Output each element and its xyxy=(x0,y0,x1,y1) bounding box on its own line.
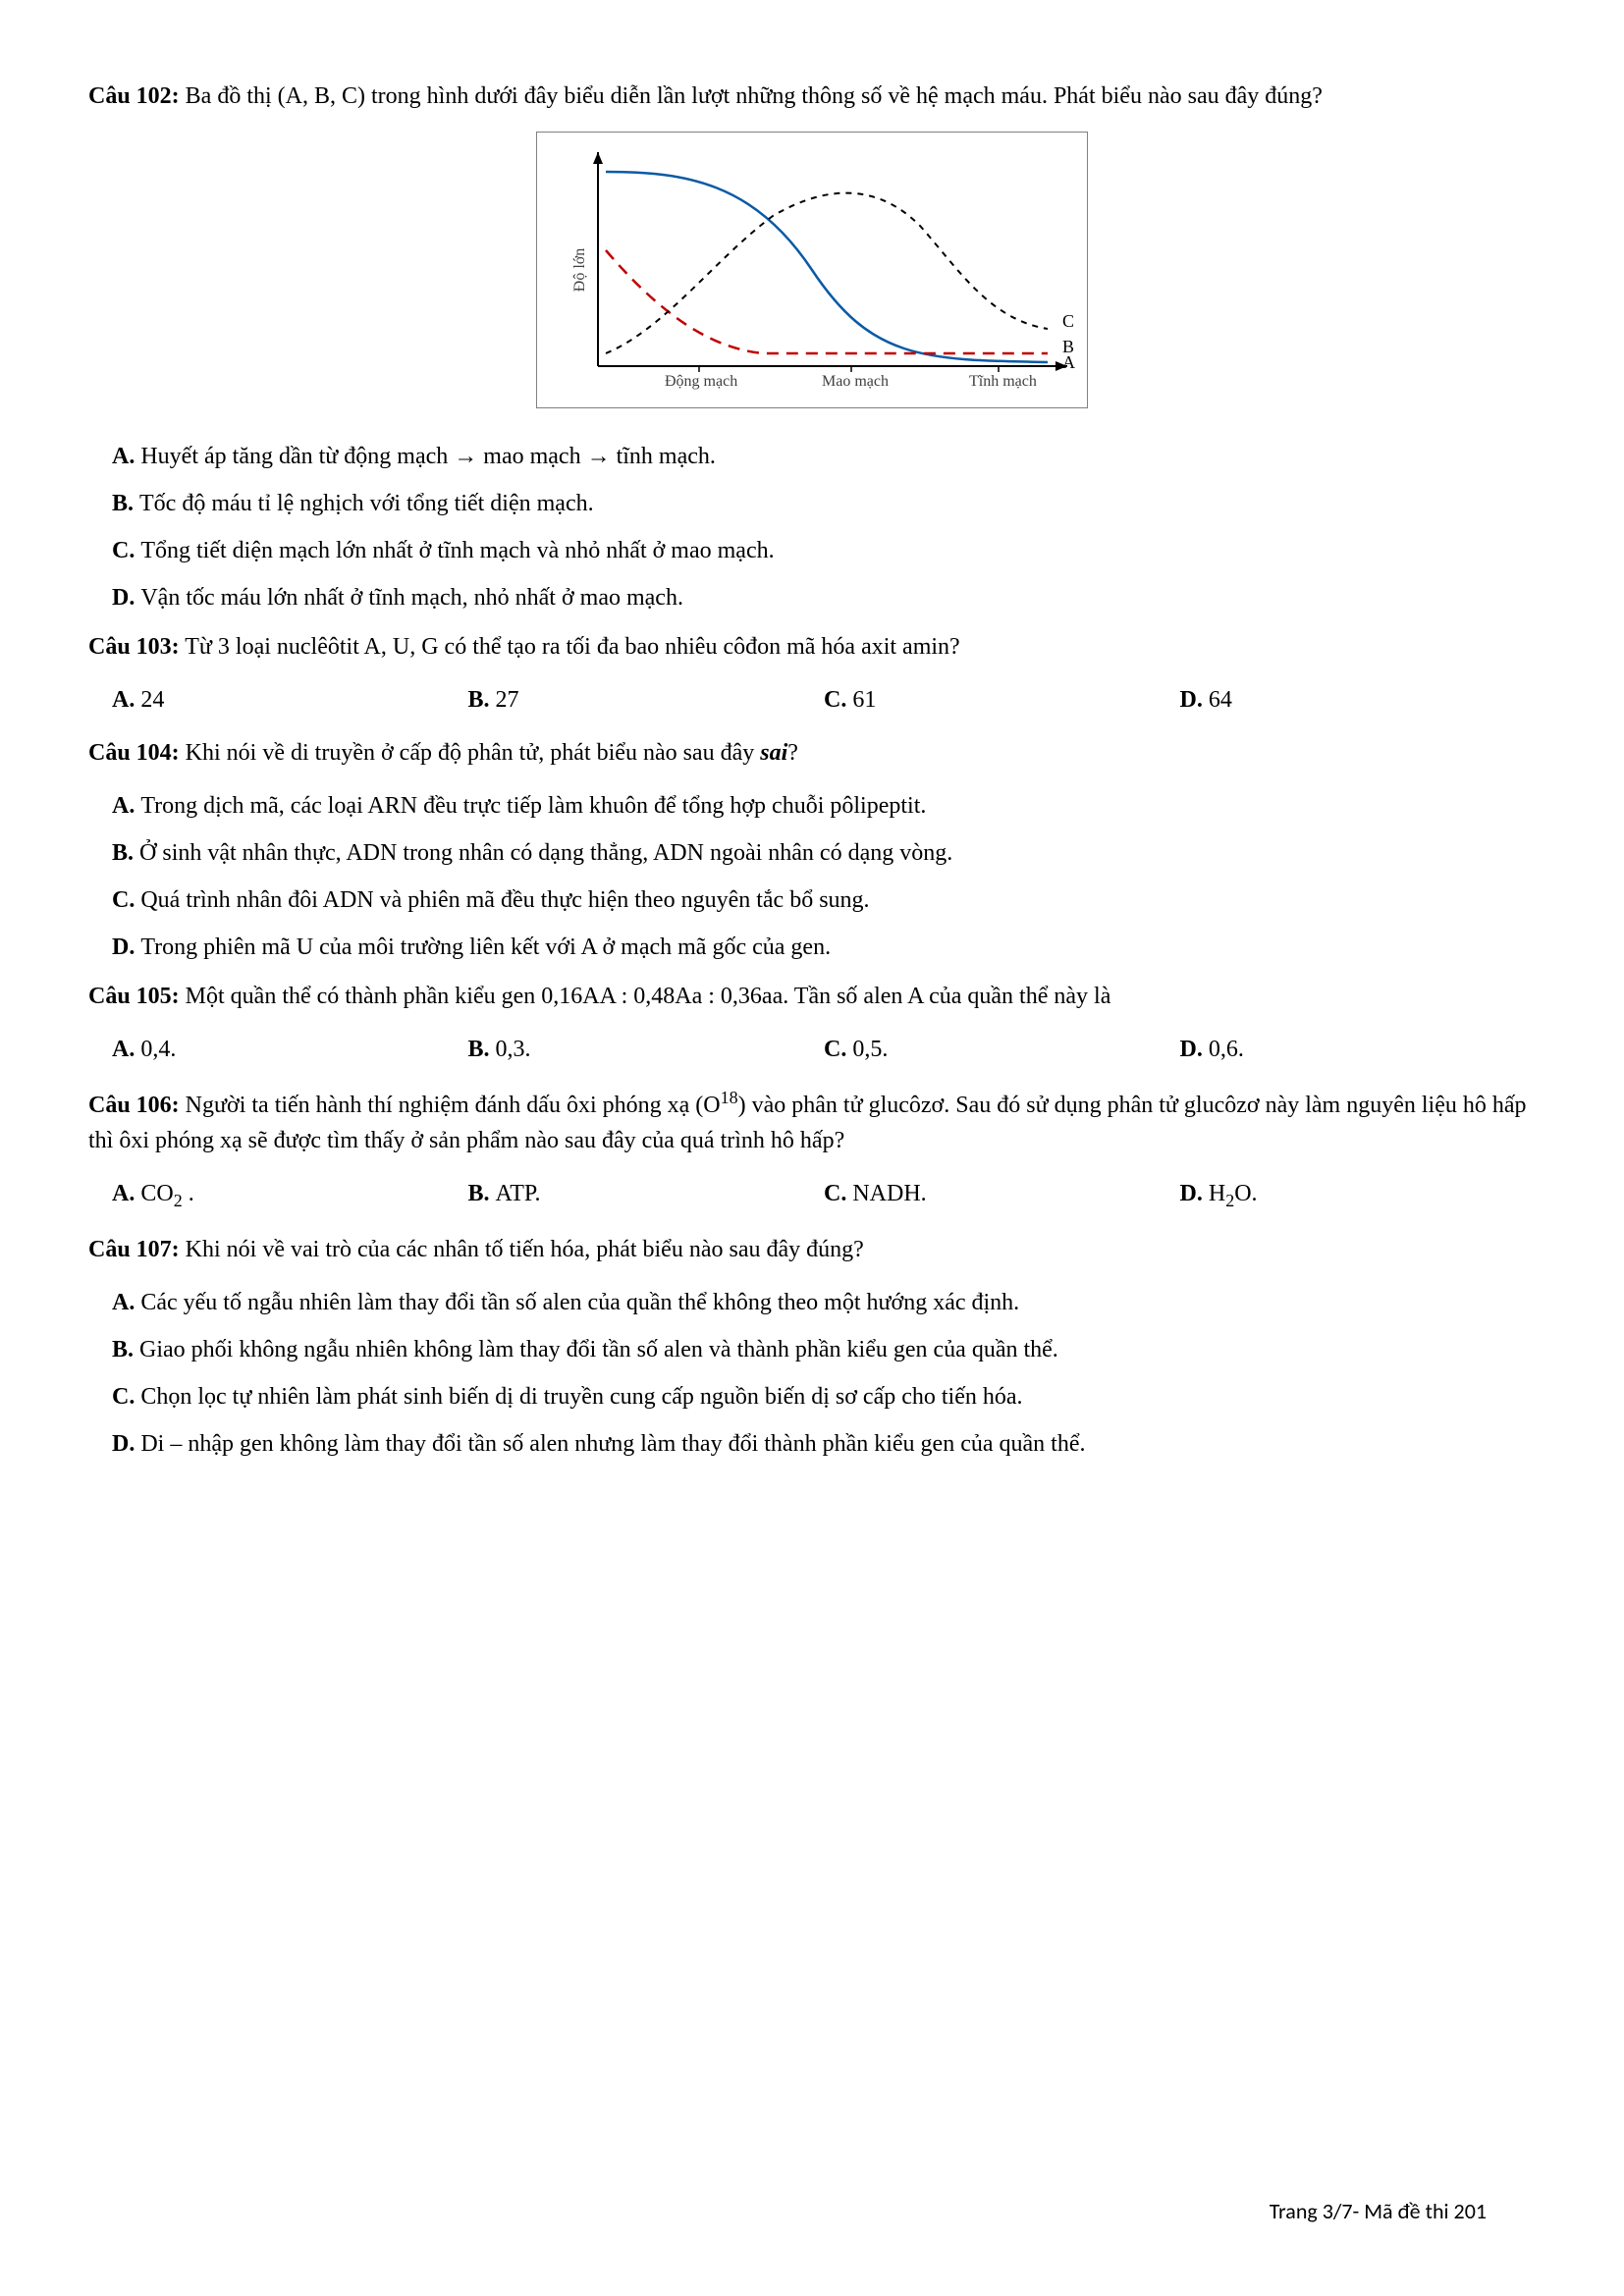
question-103: Câu 103: Từ 3 loại nuclêôtit A, U, G có … xyxy=(88,629,1536,665)
q103-text: Từ 3 loại nuclêôtit A, U, G có thể tạo r… xyxy=(180,634,960,660)
q106-opt-c: C. NADH. xyxy=(824,1176,1180,1214)
q103-opt-d: D. 64 xyxy=(1180,682,1537,718)
q106-label: Câu 106: xyxy=(88,1093,180,1118)
curve-label-c: C xyxy=(1062,311,1074,331)
question-102: Câu 102: Ba đồ thị (A, B, C) trong hình … xyxy=(88,79,1536,114)
q102-opt-b: B. Tốc độ máu tỉ lệ nghịch với tổng tiết… xyxy=(112,486,1536,521)
question-107: Câu 107: Khi nói về vai trò của các nhân… xyxy=(88,1232,1536,1267)
x-cat-3: Tĩnh mạch xyxy=(969,373,1037,390)
curve-label-a: A xyxy=(1062,352,1075,372)
q106-opt-a: A. CO2 . xyxy=(112,1176,468,1214)
q105-opt-c: C. 0,5. xyxy=(824,1032,1180,1067)
question-105: Câu 105: Một quần thể có thành phần kiểu… xyxy=(88,979,1536,1014)
q104-label: Câu 104: xyxy=(88,740,180,766)
q103-label: Câu 103: xyxy=(88,634,180,660)
q102-chart-container: Độ lớn Động mạch Mao mạch Tĩnh mạch C B … xyxy=(88,132,1536,419)
q104-opt-c: C. Quá trình nhân đôi ADN và phiên mã đề… xyxy=(112,882,1536,918)
q104-opt-a: A. Trong dịch mã, các loại ARN đều trực … xyxy=(112,788,1536,824)
q103-options: A. 24 B. 27 C. 61 D. 64 xyxy=(112,682,1536,718)
q105-opt-b: B. 0,3. xyxy=(468,1032,825,1067)
q104-options: A. Trong dịch mã, các loại ARN đều trực … xyxy=(112,788,1536,965)
curve-c xyxy=(606,193,1048,353)
x-cat-1: Động mạch xyxy=(665,373,737,390)
q105-label: Câu 105: xyxy=(88,984,180,1009)
q106-opt-b: B. ATP. xyxy=(468,1176,825,1214)
q104-opt-d: D. Trong phiên mã U của môi trường liên … xyxy=(112,930,1536,965)
q102-opt-a: A. Huyết áp tăng dần từ động mạch → mao … xyxy=(112,439,1536,474)
question-106: Câu 106: Người ta tiến hành thí nghiệm đ… xyxy=(88,1085,1536,1158)
q102-opt-d: D. Vận tốc máu lớn nhất ở tĩnh mạch, nhỏ… xyxy=(112,580,1536,615)
y-axis-arrow xyxy=(593,152,603,164)
q107-opt-c: C. Chọn lọc tự nhiên làm phát sinh biến … xyxy=(112,1379,1536,1415)
q107-options: A. Các yếu tố ngẫu nhiên làm thay đổi tầ… xyxy=(112,1285,1536,1462)
q105-opt-a: A. 0,4. xyxy=(112,1032,468,1067)
curve-a xyxy=(606,172,1048,362)
q105-options: A. 0,4. B. 0,3. C. 0,5. D. 0,6. xyxy=(112,1032,1536,1067)
x-cat-2: Mao mạch xyxy=(822,373,889,390)
q103-opt-b: B. 27 xyxy=(468,682,825,718)
q107-opt-d: D. Di – nhập gen không làm thay đổi tần … xyxy=(112,1426,1536,1462)
q107-opt-b: B. Giao phối không ngẫu nhiên không làm … xyxy=(112,1332,1536,1367)
q106-options: A. CO2 . B. ATP. C. NADH. D. H2O. xyxy=(112,1176,1536,1214)
q107-text: Khi nói về vai trò của các nhân tố tiến … xyxy=(180,1237,864,1262)
curve-b xyxy=(606,250,1048,353)
question-104: Câu 104: Khi nói về di truyền ở cấp độ p… xyxy=(88,735,1536,771)
q104-text-pre: Khi nói về di truyền ở cấp độ phân tử, p… xyxy=(180,740,761,766)
q105-opt-d: D. 0,6. xyxy=(1180,1032,1537,1067)
q102-options: A. Huyết áp tăng dần từ động mạch → mao … xyxy=(112,439,1536,615)
q107-label: Câu 107: xyxy=(88,1237,180,1262)
q107-opt-a: A. Các yếu tố ngẫu nhiên làm thay đổi tầ… xyxy=(112,1285,1536,1320)
q106-opt-d: D. H2O. xyxy=(1180,1176,1537,1214)
q103-opt-c: C. 61 xyxy=(824,682,1180,718)
q102-opt-c: C. Tổng tiết diện mạch lớn nhất ở tĩnh m… xyxy=(112,533,1536,568)
q104-opt-b: B. Ở sinh vật nhân thực, ADN trong nhân … xyxy=(112,835,1536,871)
q105-text: Một quần thể có thành phần kiểu gen 0,16… xyxy=(180,984,1111,1009)
page-footer: Trang 3/7- Mã đề thi 201 xyxy=(1270,2195,1487,2227)
blood-vessel-chart: Độ lớn Động mạch Mao mạch Tĩnh mạch C B … xyxy=(536,132,1088,408)
q106-text-pre: Người ta tiến hành thí nghiệm đánh dấu ô… xyxy=(180,1093,721,1118)
y-axis-label: Độ lớn xyxy=(571,248,588,292)
q103-opt-a: A. 24 xyxy=(112,682,468,718)
q104-sai: sai xyxy=(760,740,787,766)
q102-text: Ba đồ thị (A, B, C) trong hình dưới đây … xyxy=(180,83,1323,109)
q106-sup: 18 xyxy=(721,1088,738,1107)
q104-text-post: ? xyxy=(787,740,798,766)
q102-label: Câu 102: xyxy=(88,83,180,109)
